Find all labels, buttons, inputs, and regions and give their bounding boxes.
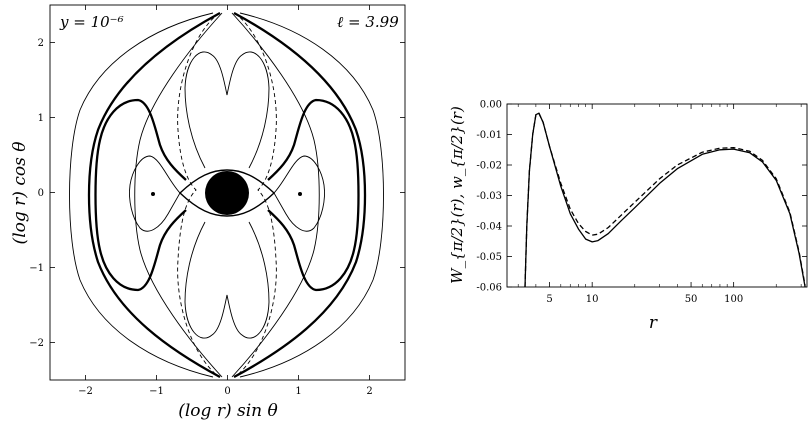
- y-tick-label: 0.00: [480, 100, 502, 111]
- y-tick-label: 0: [38, 188, 44, 199]
- right-small-loop: [273, 155, 325, 232]
- x-tick-label: 10: [586, 294, 599, 305]
- line-plot-series: [524, 112, 806, 287]
- dashed-separatrix: [177, 12, 277, 378]
- series-solid-line: [524, 112, 806, 287]
- contour-ticks: −2 −1 0 1 2 −2 −1 0 1 2: [29, 5, 405, 397]
- x-tick-label: −2: [78, 386, 93, 397]
- y-tick-label: -0.01: [476, 130, 502, 141]
- y-tick-label: −1: [29, 263, 44, 274]
- annotation-right: ℓ = 3.99: [337, 13, 399, 31]
- central-disk: [205, 171, 249, 215]
- upper-teardrop: [184, 51, 270, 169]
- y-tick-label: -0.02: [476, 161, 502, 172]
- outer-thin-contour: [69, 12, 384, 378]
- thick-outer-contour: [87, 11, 367, 379]
- x-tick-label: 2: [366, 386, 372, 397]
- right-thick-lobe: [267, 98, 360, 292]
- contour-plot: −2 −1 0 1 2 −2 −1 0 1 2 y = 10⁻⁶ ℓ = 3.99 (log r)…: [10, 4, 406, 421]
- annotation-left: y = 10⁻⁶: [59, 13, 124, 31]
- x-tick-label: 5: [546, 294, 552, 305]
- x-tick-label: −1: [149, 386, 164, 397]
- y-tick-label: 2: [38, 38, 44, 49]
- eye-contour: [178, 169, 276, 217]
- x-tick-label: 100: [724, 294, 743, 305]
- contour-curves: [69, 11, 384, 379]
- left-center-point: [151, 192, 155, 196]
- x-axis-label-left: (log r) sin θ: [178, 401, 278, 421]
- y-tick-label: -0.04: [476, 222, 502, 233]
- y-tick-label: -0.03: [476, 191, 502, 202]
- right-center-point: [298, 192, 302, 196]
- line-plot-ticks: 5 10 50 100 0.00 -0.01 -0.02 -0.03 -0.04 -0.05 -0.…: [476, 100, 807, 305]
- y-tick-label: -0.06: [476, 283, 502, 294]
- x-tick-label: 1: [295, 386, 301, 397]
- line-plot: 5 10 50 100 0.00 -0.01 -0.02 -0.03 -0.04 -0.05 -0.…: [448, 100, 808, 333]
- y-axis-label-left: (log r) cos θ: [10, 142, 30, 245]
- x-tick-label: 50: [685, 294, 698, 305]
- lower-teardrop: [184, 221, 270, 339]
- x-tick-label: 0: [224, 386, 230, 397]
- x-axis-label-right: r: [649, 313, 658, 333]
- y-axis-label-right: W_{π/2}(r), w_{π/2}(r): [448, 106, 466, 284]
- y-tick-label: −2: [29, 338, 44, 349]
- line-plot-frame: [506, 103, 808, 288]
- y-tick-label: 1: [38, 113, 44, 124]
- inner-thin-contour: [134, 12, 320, 378]
- y-tick-label: -0.05: [476, 252, 502, 263]
- left-small-loop: [129, 155, 181, 232]
- series-dashed-line: [524, 112, 806, 287]
- left-thick-lobe: [94, 98, 187, 292]
